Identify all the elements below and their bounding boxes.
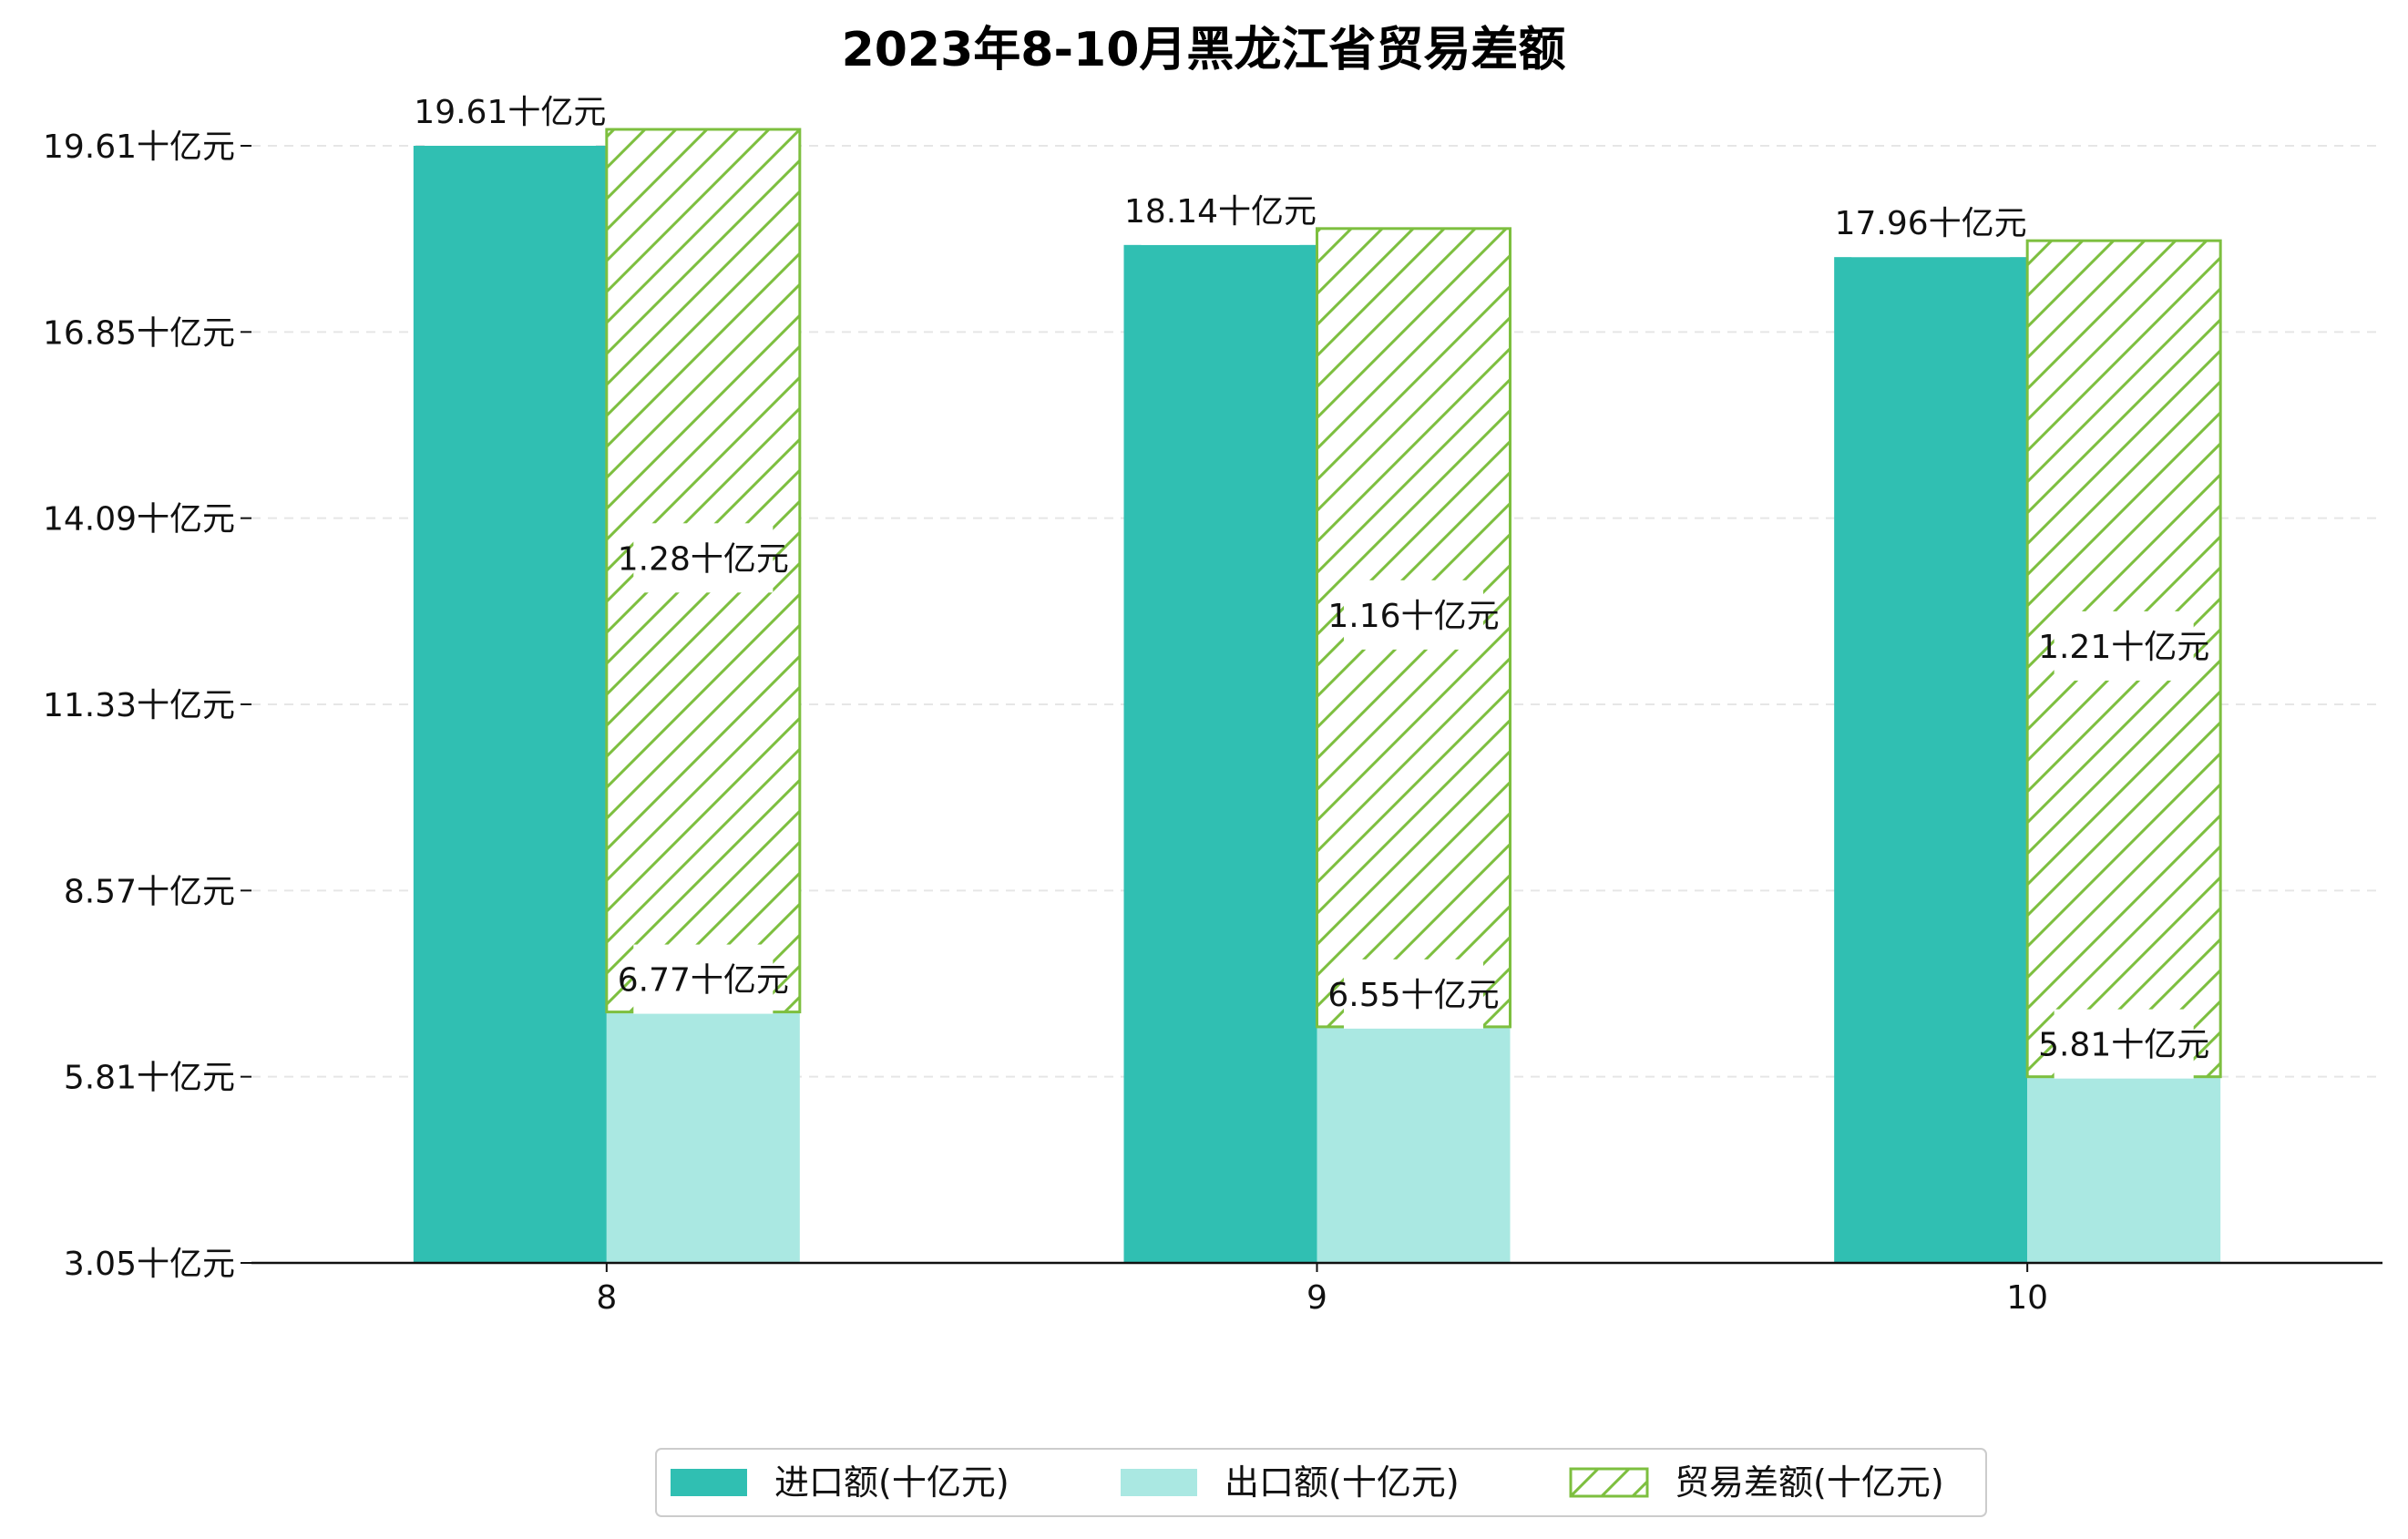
legend-label: 贸易差额(十亿元) xyxy=(1675,1462,1944,1503)
bar-labels: 19.61十亿元 6.77十亿元 1.28十亿元 18.14十亿元 6.55十亿元 1.1… xyxy=(414,77,2209,1079)
import-value-label: 17.96十亿元 xyxy=(1835,205,2027,242)
y-tick-label: 5.81十亿元 xyxy=(64,1060,235,1097)
y-tick-label: 11.33十亿元 xyxy=(43,687,235,724)
export-value-label: 5.81十亿元 xyxy=(2038,1027,2209,1064)
legend-swatch-balance xyxy=(1569,1467,1649,1498)
import-value-label: 19.61十亿元 xyxy=(414,94,606,131)
export-value-label-bg xyxy=(633,944,774,1014)
import-bar xyxy=(1123,244,1317,1263)
x-tick-label: 8 xyxy=(596,1279,617,1317)
y-axis: 3.05十亿元 5.81十亿元 8.57十亿元 11.33十亿元 14.09十亿元 16.… xyxy=(43,128,251,1283)
bars xyxy=(413,128,2222,1264)
x-tick-label: 9 xyxy=(1306,1279,1327,1317)
balance-value-label: 1.28十亿元 xyxy=(618,540,789,578)
y-tick-label: 8.57十亿元 xyxy=(64,873,235,910)
balance-value-label: 1.16十亿元 xyxy=(1327,598,1499,635)
import-value-label-bg xyxy=(1141,175,1300,245)
y-tick-label: 3.05十亿元 xyxy=(64,1246,235,1283)
legend-label: 出口额(十亿元) xyxy=(1224,1462,1460,1503)
legend-label: 进口额(十亿元) xyxy=(774,1462,1009,1503)
legend-swatch-export xyxy=(1121,1469,1197,1496)
y-tick-label: 16.85十亿元 xyxy=(43,314,235,352)
legend-swatch-import xyxy=(671,1469,747,1496)
x-tick-label: 10 xyxy=(2006,1279,2048,1317)
y-tick-label: 14.09十亿元 xyxy=(43,501,235,539)
balance-value-label-bg xyxy=(633,523,774,593)
import-bar xyxy=(413,146,607,1263)
chart-title: 2023年8-10月黑龙江省贸易差额 xyxy=(842,23,1566,77)
x-axis: 8 9 10 xyxy=(251,1261,2382,1317)
export-bar xyxy=(1317,1026,1511,1263)
export-bar xyxy=(606,1011,800,1263)
export-value-label: 6.55十亿元 xyxy=(1327,977,1499,1014)
import-value-label-bg xyxy=(1851,188,2011,258)
import-bar xyxy=(1834,257,2028,1264)
export-value-label-bg xyxy=(2054,1009,2194,1079)
export-value-label-bg xyxy=(1344,959,1483,1029)
y-tick-label: 19.61十亿元 xyxy=(43,128,235,166)
import-value-label: 18.14十亿元 xyxy=(1124,193,1317,231)
import-value-label-bg xyxy=(430,77,589,146)
balance-value-label: 1.21十亿元 xyxy=(2038,629,2209,666)
export-bar xyxy=(2027,1076,2221,1263)
export-value-label: 6.77十亿元 xyxy=(618,962,789,1000)
legend: 进口额(十亿元) 出口额(十亿元) 贸易差额(十亿元) xyxy=(655,1448,1987,1517)
balance-value-label-bg xyxy=(2054,610,2194,681)
legend-box xyxy=(655,1448,1987,1517)
balance-value-label-bg xyxy=(1344,580,1483,650)
